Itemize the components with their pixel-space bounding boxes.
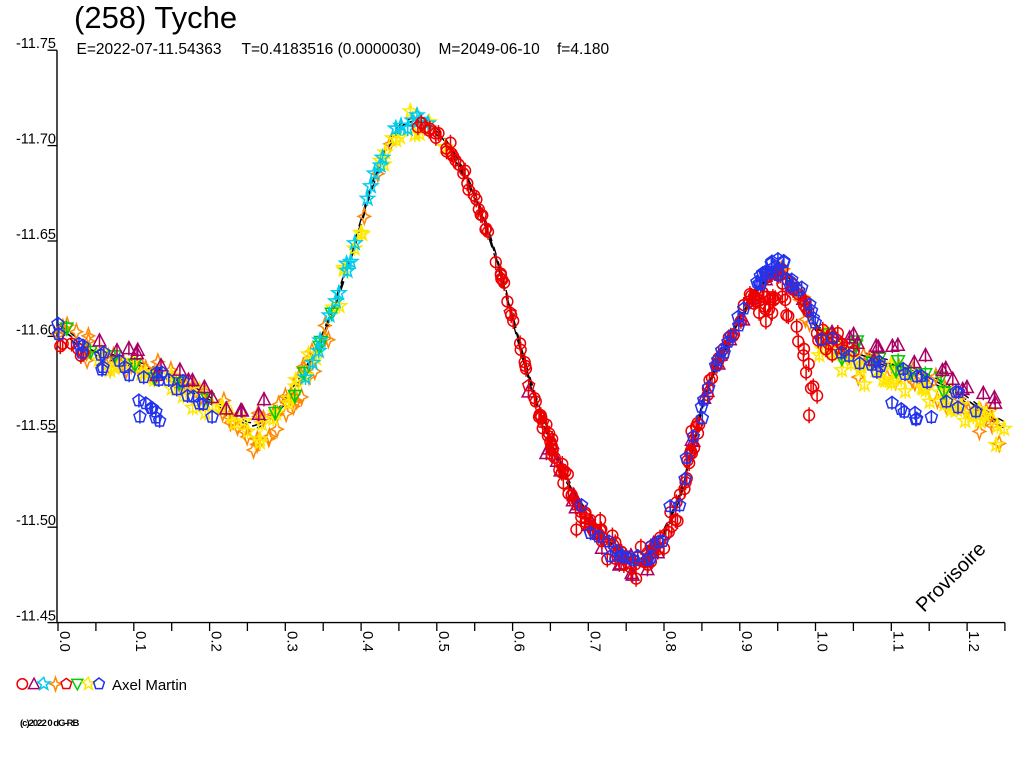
svg-text:0.3: 0.3 [283, 631, 300, 652]
svg-text:-11.75: -11.75 [16, 36, 56, 52]
svg-text:-11.70: -11.70 [16, 132, 56, 148]
svg-text:-11.50: -11.50 [16, 513, 56, 529]
svg-text:(c)2022 0 dG-RB: (c)2022 0 dG-RB [20, 718, 80, 729]
svg-text:0.9: 0.9 [738, 631, 755, 652]
svg-text:(258) Tyche: (258) Tyche [74, 0, 237, 35]
svg-text:Axel Martin: Axel Martin [112, 677, 187, 694]
svg-text:0.0: 0.0 [56, 631, 73, 652]
svg-text:0.5: 0.5 [435, 631, 452, 652]
svg-text:-11.55: -11.55 [16, 418, 56, 434]
svg-text:-11.60: -11.60 [16, 322, 56, 338]
svg-text:1.0: 1.0 [814, 631, 831, 652]
svg-text:1.2: 1.2 [965, 631, 982, 652]
svg-text:0.1: 0.1 [132, 631, 149, 652]
svg-text:0.7: 0.7 [586, 631, 603, 652]
svg-text:Provisoire: Provisoire [912, 538, 990, 616]
svg-text:1.1: 1.1 [889, 631, 906, 652]
svg-text:-11.45: -11.45 [16, 609, 56, 625]
svg-text:-11.65: -11.65 [16, 227, 56, 243]
svg-text:0.4: 0.4 [359, 631, 376, 652]
svg-text:0.6: 0.6 [511, 631, 528, 652]
svg-text:0.2: 0.2 [208, 631, 225, 652]
svg-text:0.8: 0.8 [662, 631, 679, 652]
